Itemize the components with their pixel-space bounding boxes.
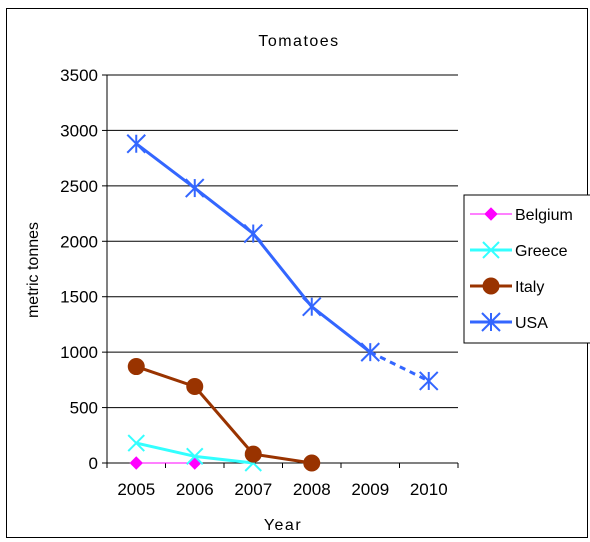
y-tick-label: 0 bbox=[89, 454, 98, 473]
x-tick-label: 2007 bbox=[234, 480, 272, 499]
series-line-segment bbox=[253, 452, 312, 465]
data-point bbox=[127, 358, 145, 376]
series-line-segment bbox=[310, 305, 372, 354]
legend-item-belgium: Belgium bbox=[470, 207, 573, 224]
x-axis-ticks: 2005 2006 2007 2008 2009 2010 bbox=[106, 463, 459, 499]
data-point bbox=[360, 342, 380, 362]
legend: Belgium Greece Italy USA bbox=[463, 194, 590, 344]
legend-label: USA bbox=[515, 315, 548, 332]
x-tick-label: 2010 bbox=[410, 480, 448, 499]
series-line-segment bbox=[369, 350, 430, 383]
data-point bbox=[419, 371, 439, 391]
series-italy bbox=[127, 358, 321, 472]
legend-marker bbox=[482, 277, 500, 295]
series-line-segment bbox=[193, 186, 255, 235]
series-line-segment bbox=[135, 441, 196, 458]
data-point bbox=[303, 454, 321, 472]
series-line-segment bbox=[135, 365, 196, 388]
legend-label: Italy bbox=[515, 279, 544, 296]
data-point bbox=[186, 378, 204, 396]
y-tick-label: 3500 bbox=[60, 66, 98, 85]
series-line-segment bbox=[252, 232, 313, 308]
y-tick-label: 2000 bbox=[60, 232, 98, 251]
y-tick-label: 2500 bbox=[60, 177, 98, 196]
x-tick-label: 2009 bbox=[351, 480, 389, 499]
data-point bbox=[244, 445, 262, 463]
y-axis-title: metric tonnes bbox=[25, 222, 42, 318]
series-usa bbox=[126, 134, 439, 391]
series-line-segment bbox=[193, 385, 255, 456]
legend-label: Belgium bbox=[515, 207, 573, 224]
legend-item-italy: Italy bbox=[470, 277, 544, 296]
series-group bbox=[126, 134, 439, 472]
y-tick-label: 3000 bbox=[60, 121, 98, 140]
legend-item-usa: USA bbox=[470, 312, 548, 332]
data-point bbox=[129, 456, 143, 470]
x-tick-label: 2005 bbox=[117, 480, 155, 499]
legend-marker bbox=[484, 207, 498, 221]
legend-marker bbox=[481, 312, 501, 332]
legend-label: Greece bbox=[515, 243, 568, 260]
data-point bbox=[243, 223, 263, 244]
data-point-stroke bbox=[127, 434, 145, 452]
data-point-stroke bbox=[186, 447, 204, 466]
legend-marker-stroke bbox=[482, 241, 500, 259]
gridlines bbox=[107, 74, 458, 409]
y-tick-label: 1500 bbox=[60, 288, 98, 307]
chart-title: Tomatoes bbox=[258, 33, 339, 50]
legend-item-greece: Greece bbox=[470, 241, 568, 260]
data-point bbox=[188, 456, 202, 470]
y-tick-label: 500 bbox=[70, 399, 98, 418]
data-point bbox=[302, 296, 322, 317]
data-point bbox=[127, 434, 145, 452]
data-point bbox=[185, 178, 205, 198]
y-tick-label: 1000 bbox=[60, 343, 98, 362]
x-tick-label: 2008 bbox=[293, 480, 331, 499]
y-axis-ticks: 0 500 1000 1500 2000 2500 3000 3500 bbox=[60, 66, 107, 473]
data-point bbox=[126, 134, 146, 154]
x-tick-label: 2006 bbox=[176, 480, 214, 499]
legend-box bbox=[463, 194, 590, 344]
legend-marker bbox=[482, 241, 500, 259]
x-axis-title: Year bbox=[264, 517, 302, 534]
series-line-segment bbox=[135, 142, 196, 190]
data-point bbox=[186, 447, 204, 466]
series-line-segment bbox=[194, 454, 254, 465]
